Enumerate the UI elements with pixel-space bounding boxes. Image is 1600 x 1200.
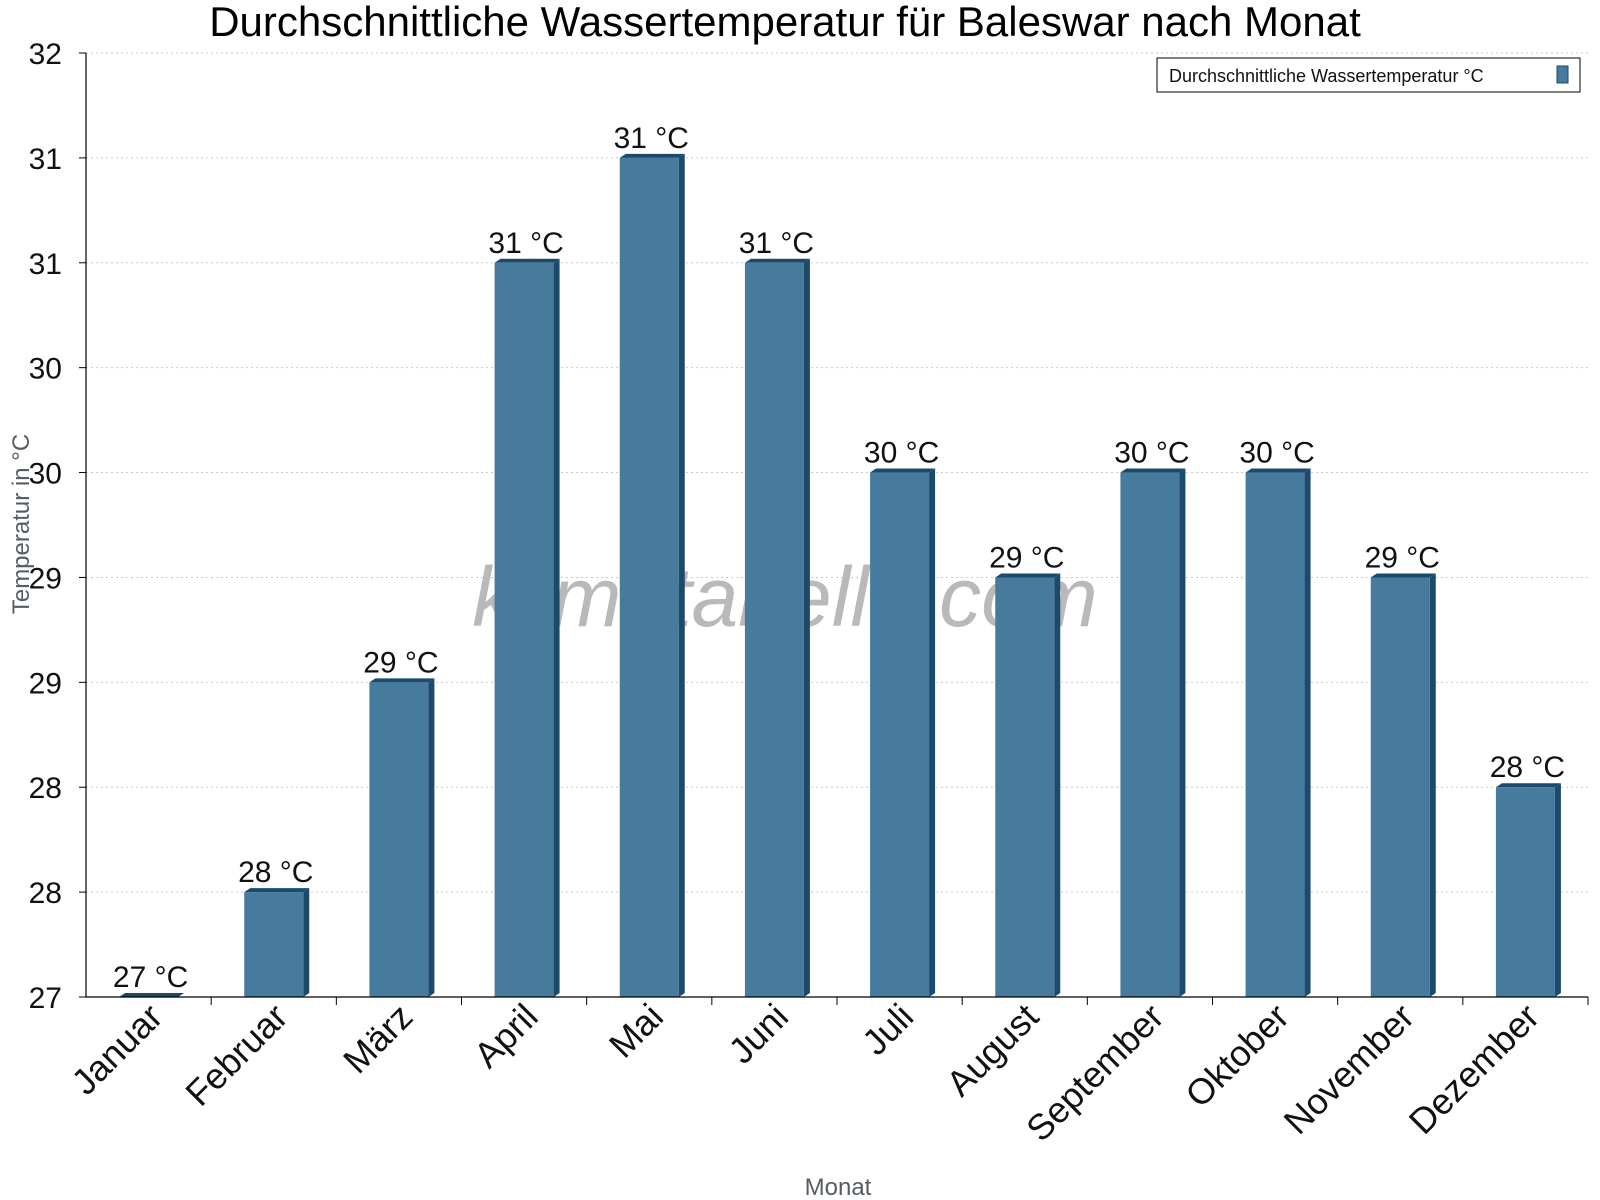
bar-oktober [1245,468,1311,997]
bar-side [929,468,936,997]
bar-side [803,258,810,997]
bar-front [1245,472,1305,997]
chart-title: Durchschnittliche Wassertemperatur für B… [209,0,1361,45]
legend-label: Durchschnittliche Wassertemperatur °C [1169,66,1484,86]
legend-swatch [1556,65,1569,84]
y-tick-label: 29 [29,562,62,595]
bar-top [995,573,1061,578]
data-label: 28 °C [238,856,313,889]
data-label: 29 °C [363,646,438,679]
x-tick-labels: Januar Februar März April Mai Juni Juli AugustS… [63,996,1547,1150]
bar-mai [619,153,685,997]
bar-april [494,258,560,997]
bar-top [1370,573,1436,578]
data-label: 27 °C [113,961,188,994]
x-tick-label: November [1275,996,1421,1142]
bar-dezember [1495,783,1561,997]
bar-juli [870,468,936,997]
x-tick-label: Juli [854,996,921,1063]
data-label: 29 °C [1365,541,1440,574]
x-tick-label: Februar [177,996,295,1114]
y-tick-label: 28 [29,772,62,805]
bar-august [995,573,1061,997]
x-tick-label: März [335,996,421,1082]
x-tick-label: Januar [63,996,170,1103]
y-tick-label: 29 [29,667,62,700]
bar-top [1120,468,1186,473]
x-tick-label: September [1018,996,1172,1150]
data-label: 29 °C [989,541,1064,574]
bars [119,153,1561,997]
bar-front [1120,472,1180,997]
bar-side [428,678,435,997]
bar-top [119,993,185,997]
bar-front [244,892,304,997]
y-axis-label: Temperatur in °C [8,434,35,614]
grid-lines [86,52,1588,893]
data-labels: 27 °C 28 °C 29 °C 31 °C 31 °C 31 °C 30 °C 29 °C… [113,122,1565,994]
bar-top [369,678,435,683]
bar-side [1179,468,1186,997]
x-tick-label: Oktober [1177,996,1297,1116]
y-tick-label: 31 [29,248,62,281]
bar-september [1120,468,1186,997]
y-tick-label: 31 [29,143,62,176]
data-label: 31 °C [739,227,814,260]
bar-front [744,262,804,997]
bar-front [369,682,429,997]
x-tick-label: Dezember [1401,996,1547,1142]
bar-side [1429,573,1436,997]
bar-juni [744,258,810,997]
bar-top [1495,783,1561,788]
bar-top [1245,468,1311,473]
bar-front [494,262,554,997]
y-tick-labels: 27 28 28 29 29 30 30 31 31 32 [29,38,62,1015]
data-label: 28 °C [1490,751,1565,784]
bar-top [744,258,810,263]
x-tick-label: Mai [601,996,671,1066]
x-tick-label: August [938,996,1046,1104]
bar-november [1370,573,1436,997]
x-tick-label: Juni [720,996,796,1072]
x-axis-label: Monat [805,1174,872,1200]
y-tick-label: 32 [29,38,62,71]
data-label: 30 °C [1114,437,1189,470]
data-label: 31 °C [488,227,563,260]
data-label: 30 °C [864,437,939,470]
y-tick-label: 30 [29,458,62,491]
bar-side [1554,783,1561,997]
bar-top [494,258,560,263]
bar-side [553,258,560,997]
bar-märz [369,678,435,997]
bar-januar [119,993,185,997]
axes [79,52,1589,1005]
legend: Durchschnittliche Wassertemperatur °C [1156,57,1581,93]
data-label: 30 °C [1239,437,1314,470]
bar-front [870,472,930,997]
y-tick-label: 27 [29,982,62,1015]
bar-side [1304,468,1311,997]
bar-front [1495,787,1555,997]
data-label: 31 °C [614,122,689,155]
bar-top [244,888,310,893]
y-tick-label: 28 [29,877,62,910]
x-tick-label: April [466,996,546,1076]
bar-front [1370,577,1430,997]
bar-front [995,577,1055,997]
bar-februar [244,888,310,997]
bar-front [619,157,679,997]
bar-top [619,153,685,158]
bar-side [678,153,685,997]
bar-top [870,468,936,473]
y-tick-label: 30 [29,353,62,386]
legend-box [1156,57,1581,93]
bar-side [1054,573,1061,997]
bar-side [303,888,310,997]
